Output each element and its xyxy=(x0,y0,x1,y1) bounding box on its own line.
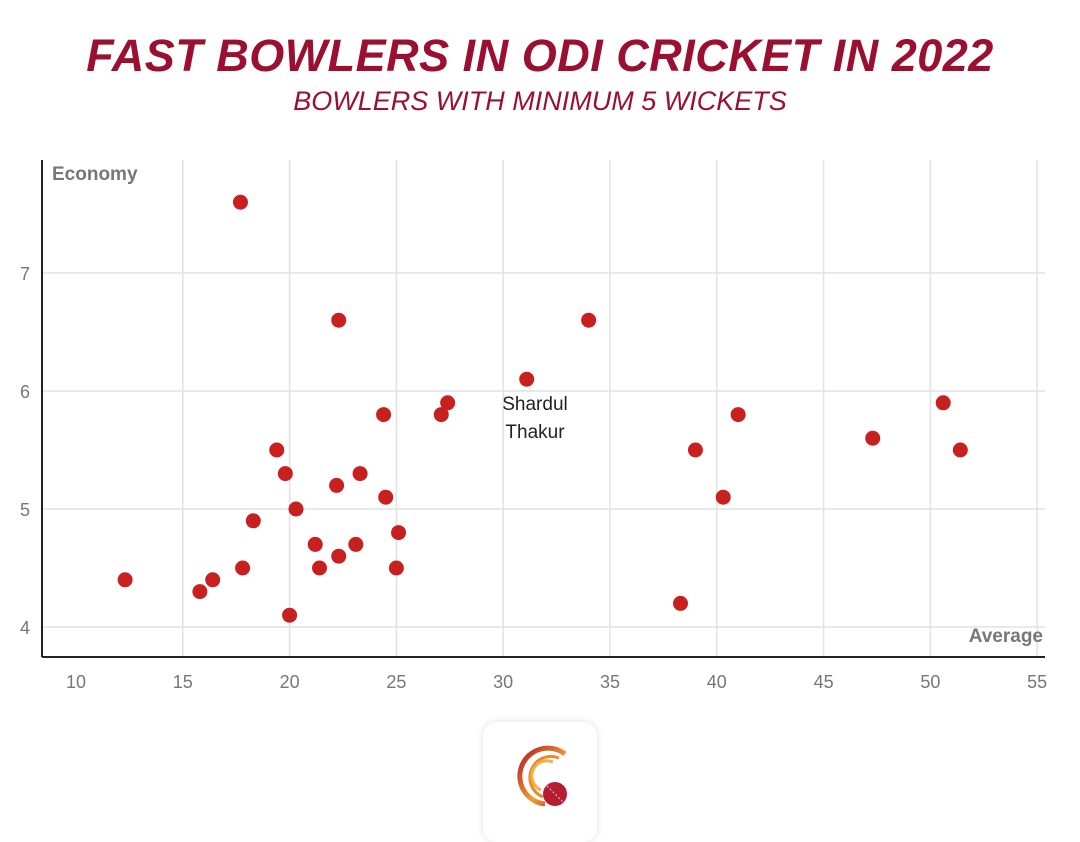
x-tick-label: 25 xyxy=(386,672,406,692)
data-point xyxy=(581,312,597,328)
y-tick-label: 7 xyxy=(20,264,30,284)
cricket-ball-logo-icon xyxy=(517,745,567,807)
y-tick-label: 6 xyxy=(20,382,30,402)
x-tick-label: 10 xyxy=(66,672,86,692)
data-point xyxy=(269,442,285,458)
x-tick-label: 15 xyxy=(173,672,193,692)
data-point xyxy=(331,312,347,328)
data-point xyxy=(312,560,328,576)
data-point xyxy=(388,560,404,576)
y-axis-label: Economy xyxy=(52,164,138,185)
data-point-shardul-thakur xyxy=(519,371,535,387)
data-point xyxy=(348,536,364,552)
data-point xyxy=(192,584,208,600)
data-point xyxy=(378,489,394,505)
x-tick-label: 45 xyxy=(814,672,834,692)
x-axis-label: Average xyxy=(969,626,1043,647)
data-point xyxy=(715,489,731,505)
x-tick-label: 40 xyxy=(707,672,727,692)
data-point xyxy=(687,442,703,458)
data-point xyxy=(117,572,133,588)
x-tick-label: 50 xyxy=(920,672,940,692)
annotation-line-1: Shardul xyxy=(502,394,568,415)
data-point xyxy=(232,194,248,210)
data-point xyxy=(440,395,456,411)
data-point xyxy=(282,607,298,623)
data-point xyxy=(277,466,293,482)
data-point xyxy=(935,395,951,411)
data-point xyxy=(672,595,688,611)
x-tick-label: 55 xyxy=(1027,672,1047,692)
data-point xyxy=(865,430,881,446)
data-point xyxy=(331,548,347,564)
data-point xyxy=(952,442,968,458)
chart-subtitle: BOWLERS WITH MINIMUM 5 WICKETS xyxy=(293,86,787,116)
data-point xyxy=(730,407,746,423)
data-point xyxy=(376,407,392,423)
annotation-line-2: Thakur xyxy=(505,422,565,443)
y-tick-label: 5 xyxy=(20,500,30,520)
data-point xyxy=(391,525,407,541)
data-point xyxy=(307,536,323,552)
data-point xyxy=(433,407,449,423)
data-point xyxy=(205,572,221,588)
y-tick-label: 4 xyxy=(20,618,30,638)
chart-title: FAST BOWLERS IN ODI CRICKET IN 2022 xyxy=(86,30,994,81)
data-point xyxy=(288,501,304,517)
x-tick-label: 35 xyxy=(600,672,620,692)
data-point xyxy=(329,477,345,493)
x-tick-label: 20 xyxy=(280,672,300,692)
data-point xyxy=(245,513,261,529)
brand-logo xyxy=(483,722,597,842)
data-point xyxy=(235,560,251,576)
x-tick-label: 30 xyxy=(493,672,513,692)
data-point xyxy=(352,466,368,482)
